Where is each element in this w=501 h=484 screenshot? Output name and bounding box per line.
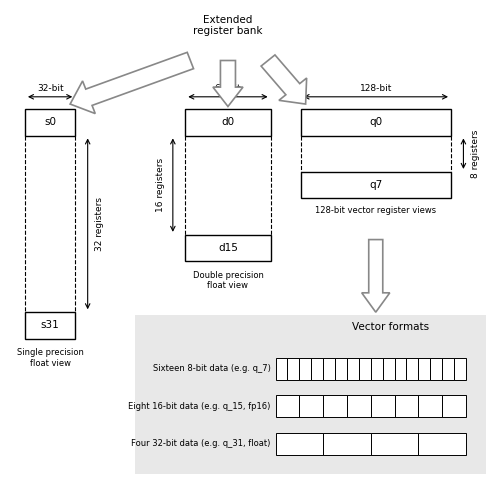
Text: s31: s31 — [41, 320, 60, 331]
FancyBboxPatch shape — [418, 433, 466, 455]
FancyBboxPatch shape — [276, 433, 323, 455]
FancyBboxPatch shape — [359, 358, 371, 380]
Polygon shape — [70, 52, 193, 114]
Text: Extended
register bank: Extended register bank — [193, 15, 263, 36]
FancyBboxPatch shape — [442, 358, 454, 380]
FancyBboxPatch shape — [300, 358, 311, 380]
Text: s0: s0 — [44, 117, 56, 127]
FancyBboxPatch shape — [395, 395, 418, 417]
Text: 128-bit vector register views: 128-bit vector register views — [315, 206, 436, 215]
FancyBboxPatch shape — [301, 109, 451, 136]
FancyBboxPatch shape — [418, 395, 442, 417]
Text: 8 registers: 8 registers — [471, 130, 480, 178]
FancyBboxPatch shape — [371, 433, 418, 455]
Text: Eight 16-bit data (e.g. q_15, fp16): Eight 16-bit data (e.g. q_15, fp16) — [128, 402, 271, 410]
FancyBboxPatch shape — [418, 358, 430, 380]
FancyBboxPatch shape — [300, 395, 323, 417]
Text: q0: q0 — [369, 117, 382, 127]
Text: Sixteen 8-bit data (e.g. q_7): Sixteen 8-bit data (e.g. q_7) — [153, 364, 271, 373]
FancyBboxPatch shape — [442, 395, 466, 417]
FancyBboxPatch shape — [288, 358, 300, 380]
Polygon shape — [213, 60, 243, 106]
FancyBboxPatch shape — [383, 358, 395, 380]
FancyBboxPatch shape — [347, 358, 359, 380]
FancyBboxPatch shape — [454, 358, 466, 380]
FancyBboxPatch shape — [276, 395, 300, 417]
Polygon shape — [362, 240, 390, 312]
FancyBboxPatch shape — [323, 395, 347, 417]
FancyBboxPatch shape — [323, 358, 335, 380]
Text: 32-bit: 32-bit — [37, 84, 64, 93]
Text: Double precision
float view: Double precision float view — [192, 271, 264, 290]
FancyBboxPatch shape — [335, 358, 347, 380]
FancyBboxPatch shape — [276, 358, 288, 380]
Text: q7: q7 — [369, 180, 382, 190]
Text: d15: d15 — [218, 243, 238, 253]
Text: 128-bit: 128-bit — [360, 84, 392, 93]
Text: Single precision
float view: Single precision float view — [17, 348, 84, 368]
FancyBboxPatch shape — [395, 358, 406, 380]
FancyBboxPatch shape — [347, 395, 371, 417]
Text: Four 32-bit data (e.g. q_31, float): Four 32-bit data (e.g. q_31, float) — [131, 439, 271, 448]
Text: 32 registers: 32 registers — [95, 197, 104, 251]
FancyBboxPatch shape — [371, 358, 383, 380]
FancyBboxPatch shape — [430, 358, 442, 380]
Text: d0: d0 — [221, 117, 234, 127]
Text: Vector formats: Vector formats — [352, 322, 429, 332]
FancyBboxPatch shape — [301, 172, 451, 198]
FancyBboxPatch shape — [185, 235, 271, 261]
Text: 16 registers: 16 registers — [156, 158, 165, 212]
FancyBboxPatch shape — [323, 433, 371, 455]
Text: 64-bit: 64-bit — [214, 84, 241, 93]
FancyBboxPatch shape — [135, 315, 486, 474]
FancyBboxPatch shape — [185, 109, 271, 136]
Polygon shape — [261, 55, 307, 104]
FancyBboxPatch shape — [25, 312, 75, 339]
FancyBboxPatch shape — [25, 109, 75, 136]
FancyBboxPatch shape — [406, 358, 418, 380]
FancyBboxPatch shape — [371, 395, 394, 417]
FancyBboxPatch shape — [311, 358, 323, 380]
